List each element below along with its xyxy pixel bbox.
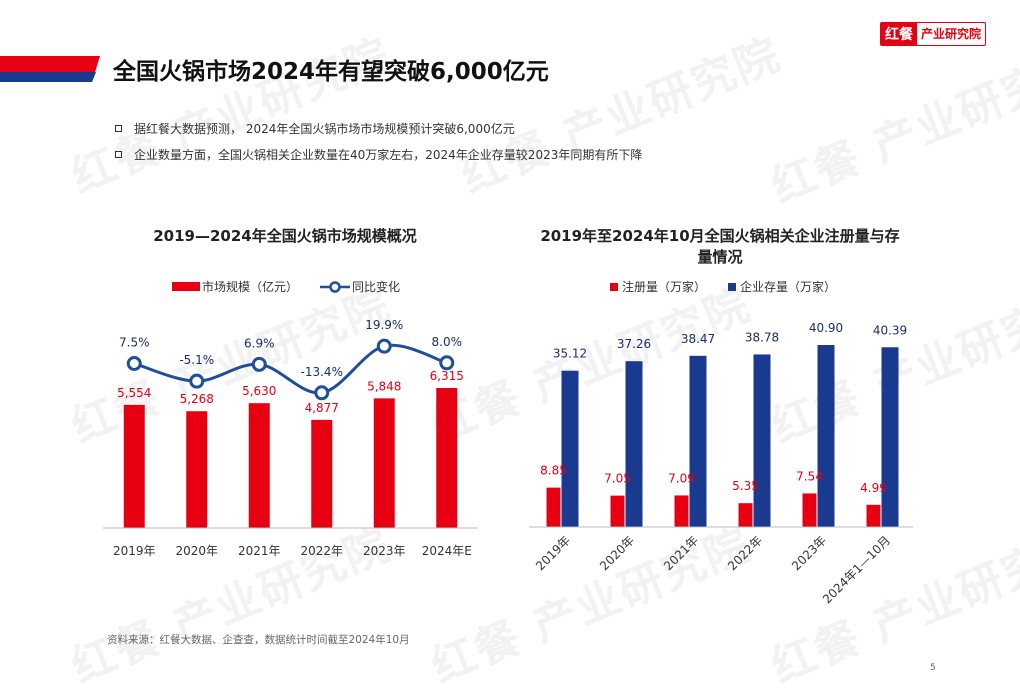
bar-registrations	[738, 503, 753, 527]
yoy-value-label: 19.9%	[365, 318, 403, 332]
yoy-point	[189, 373, 205, 389]
source-note: 资料来源：红餐大数据、企查查，数据统计时间截至2024年10月	[107, 634, 410, 646]
bar-value-label: 5,630	[242, 384, 276, 398]
bar-value-label: 35.12	[553, 347, 587, 361]
bar-value-label: 4.99	[860, 481, 887, 495]
page-number: 5	[930, 663, 936, 673]
bar-stock	[625, 361, 643, 527]
bar-market-size	[123, 404, 145, 528]
legend-label: 注册量（万家）	[622, 280, 707, 294]
bar-value-label: 40.90	[809, 321, 843, 335]
legend-label: 企业存量（万家）	[740, 280, 837, 294]
yoy-value-label: 6.9%	[244, 336, 275, 350]
bar-stock	[561, 370, 579, 527]
bar-value-label: 7.05	[604, 472, 631, 486]
bullet-item: 据红餐大数据预测， 2024年全国火锅市场市场规模预计突破6,000亿元	[115, 120, 515, 137]
title-banner	[0, 56, 100, 82]
x-tick-label: 2022年	[725, 533, 765, 573]
bar-value-label: 5,268	[180, 392, 214, 406]
x-tick-label: 2021年	[661, 533, 701, 573]
yoy-point	[439, 355, 455, 371]
bar-value-label: 38.47	[681, 332, 715, 346]
legend-bar-swatch	[728, 282, 737, 291]
bar-value-label: 40.39	[873, 323, 907, 337]
yoy-point	[126, 356, 142, 371]
x-tick-label: 2019年	[533, 533, 573, 573]
x-tick-label: 2024年E	[422, 544, 472, 558]
bar-stock	[881, 347, 899, 527]
page-title: 全国火锅市场2024年有望突破6,000亿元	[113, 59, 549, 85]
yoy-point	[251, 356, 267, 372]
brand-logo: 红餐 产业研究院	[880, 22, 987, 46]
x-tick-label: 2022年	[300, 544, 343, 558]
watermark-logo: 红餐 产业研究院	[764, 38, 1020, 214]
bar-value-label: 6,315	[430, 369, 464, 383]
legend-bar-swatch	[610, 282, 618, 291]
bar-value-label: 7.54	[796, 469, 823, 483]
bar-value-label: 4,877	[305, 401, 339, 415]
bar-value-label: 8.85	[540, 464, 567, 478]
brand-logo-mark: 红餐	[881, 23, 917, 45]
bar-value-label: 37.26	[617, 337, 651, 351]
chart2-enterprises: 8.85 35.12 2019年 7.05 37.26 2020年 7.09 38.47 202…	[529, 321, 913, 606]
legend-label: 同比变化	[352, 280, 401, 294]
yoy-value-label: -13.4%	[301, 365, 343, 379]
x-tick-label: 2023年	[363, 544, 406, 558]
brand-logo-text: 产业研究院	[921, 27, 982, 41]
x-tick-label: 2023年	[789, 533, 829, 573]
chart2-legend: 注册量（万家） 企业存量（万家）	[610, 278, 836, 295]
bar-value-label: 7.09	[668, 471, 695, 485]
bar-registrations	[546, 487, 561, 527]
x-tick-label: 2020年	[597, 533, 637, 573]
yoy-value-label: 8.0%	[432, 335, 463, 349]
legend-line-swatch	[320, 280, 351, 293]
watermark-logo: 红餐 产业研究院	[454, 28, 789, 204]
yoy-point	[376, 338, 392, 354]
watermark-logo: 红餐 产业研究院	[64, 28, 399, 204]
bar-stock	[753, 354, 771, 527]
yoy-point	[314, 385, 330, 401]
bar-value-label: 38.78	[745, 330, 779, 344]
bullet-square-icon	[115, 151, 122, 158]
x-tick-label: 2024年1—10月	[820, 533, 893, 606]
bar-stock	[817, 345, 835, 527]
bar-market-size	[373, 398, 395, 528]
bullet-item: 企业数量方面，全国火锅相关企业数量在40万家左右，2024年企业存量较2023年…	[115, 146, 642, 163]
bar-value-label: 5,554	[117, 386, 151, 400]
chart1-legend: 市场规模（亿元） 同比变化	[172, 278, 400, 295]
bullet-square-icon	[115, 125, 122, 132]
legend-bar-swatch	[172, 282, 200, 291]
bar-market-size	[248, 403, 270, 528]
bar-registrations	[866, 504, 881, 527]
chart1-market-size: 5,554 2019年 5,268 2020年 5,630 2021年 4,877 2022年…	[103, 318, 478, 558]
bar-registrations	[802, 493, 817, 527]
chart1-title: 2019—2024年全国火锅市场规模概况	[153, 227, 417, 245]
bullet-text: 据红餐大数据预测， 2024年全国火锅市场市场规模预计突破6,000亿元	[134, 122, 515, 136]
x-tick-label: 2019年	[113, 544, 156, 558]
yoy-value-label: -5.1%	[179, 353, 214, 367]
bar-value-label: 5.35	[732, 479, 759, 493]
x-tick-label: 2020年	[175, 544, 218, 558]
bar-market-size	[436, 388, 458, 528]
bullet-text: 企业数量方面，全国火锅相关企业数量在40万家左右，2024年企业存量较2023年…	[134, 148, 643, 162]
bar-registrations	[674, 495, 689, 527]
bar-registrations	[610, 495, 625, 527]
bar-value-label: 5,848	[367, 379, 401, 393]
bar-market-size	[311, 419, 333, 528]
bar-stock	[689, 355, 707, 527]
legend-label: 市场规模（亿元）	[202, 280, 299, 294]
bar-market-size	[186, 411, 208, 528]
yoy-value-label: 7.5%	[119, 336, 150, 350]
chart2-title: 2019年至2024年10月全国火锅相关企业注册量与存量情况	[540, 227, 900, 266]
x-tick-label: 2021年	[238, 544, 281, 558]
